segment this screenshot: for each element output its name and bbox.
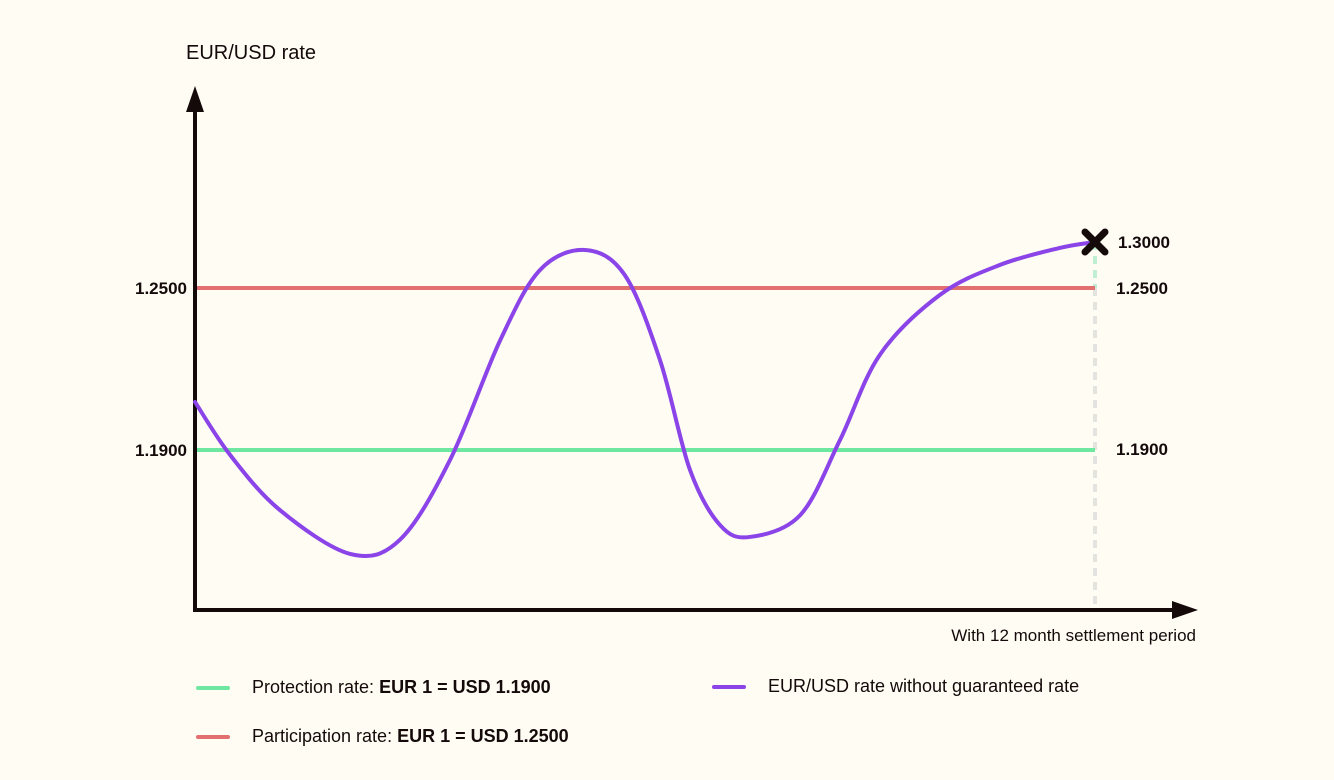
x-axis-title: With 12 month settlement period: [951, 626, 1196, 645]
y-tick-label-1.25: 1.2500: [135, 279, 187, 298]
y-axis-title: EUR/USD rate: [186, 42, 316, 64]
legend-swatch-purple: [712, 684, 746, 689]
end-marker-x-icon: [1081, 228, 1109, 256]
legend-series: EUR/USD rate without guaranteed rate: [712, 676, 1079, 697]
legend-participation: Participation rate: EUR 1 = USD 1.2500: [196, 726, 569, 747]
legend-swatch-green: [196, 685, 230, 690]
legend-value: EUR 1 = USD 1.1900: [379, 677, 551, 697]
legend-label: EUR/USD rate without guaranteed rate: [768, 676, 1080, 696]
legend-value: EUR 1 = USD 1.2500: [397, 726, 569, 746]
legend-label: Participation rate:: [252, 726, 393, 746]
series-line: [193, 240, 1097, 559]
x-axis-arrow: [1172, 601, 1198, 619]
right-label-1.25: 1.2500: [1116, 279, 1168, 298]
right-label-1.19: 1.1900: [1116, 440, 1168, 459]
y-axis-arrow: [186, 86, 204, 112]
legend-protection: Protection rate: EUR 1 = USD 1.1900: [196, 677, 551, 698]
y-tick-label-1.19: 1.1900: [135, 441, 187, 460]
legend-swatch-red: [196, 734, 230, 739]
end-value-label: 1.3000: [1118, 233, 1170, 252]
legend-label: Protection rate:: [252, 677, 375, 697]
